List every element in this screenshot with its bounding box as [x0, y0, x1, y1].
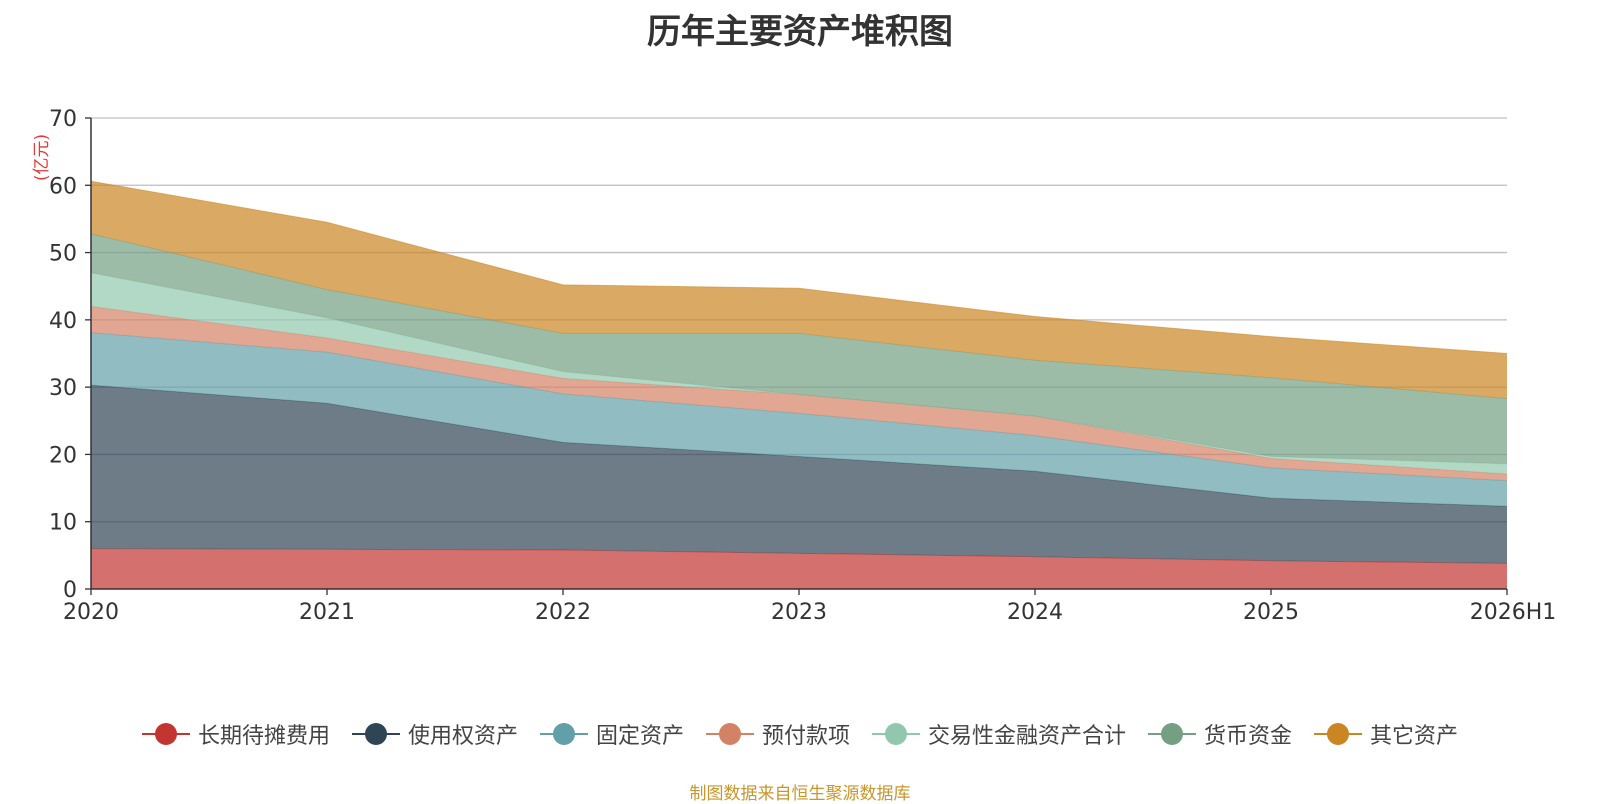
x-tick-label: 2024: [1007, 600, 1063, 625]
legend-marker-icon: [539, 722, 588, 746]
x-tick-label: 2021: [299, 600, 355, 625]
area-固定资产: [91, 332, 1507, 507]
area-其它资产: [91, 181, 1507, 399]
y-tick-label: 40: [49, 309, 77, 334]
legend-item[interactable]: 交易性金融资产合计: [872, 718, 1126, 750]
axes: 0 10 20 30 40 50 60 70 2020 2021 2022 2023 2024 2025 2…: [49, 107, 1556, 625]
legend-label: 其它资产: [1370, 724, 1459, 749]
y-tick-label: 0: [63, 578, 77, 603]
legend-label: 货币资金: [1204, 724, 1293, 749]
legend-item[interactable]: 其它资产: [1314, 718, 1458, 750]
y-tick-label: 70: [49, 107, 77, 132]
area-货币资金: [91, 233, 1507, 464]
y-tick-label: 30: [49, 376, 77, 401]
chart-title: 历年主要资产堆积图: [647, 12, 953, 52]
legend-item[interactable]: 预付款项: [705, 718, 850, 750]
y-tick-label: 10: [49, 511, 77, 536]
y-tick-label: 50: [49, 242, 77, 267]
x-tick-label: 2026H1: [1470, 600, 1557, 625]
x-tick-label: 2022: [535, 600, 591, 625]
area-series: [90, 180, 1508, 589]
legend-label: 交易性金融资产合计: [928, 724, 1127, 749]
series-line-其它资产: [90, 180, 1508, 354]
legend-item[interactable]: 固定资产: [539, 718, 684, 750]
legend-item[interactable]: 使用权资产: [351, 718, 518, 750]
legend-marker-icon: [351, 722, 400, 746]
y-tick-label: 60: [49, 174, 77, 199]
legend-marker-icon: [141, 722, 190, 746]
legend-marker-icon: [1148, 722, 1197, 746]
stacked-area-chart: 0 10 20 30 40 50 60 70 2020 2021 2022 2023 2024 2025 2…: [49, 107, 1556, 625]
legend-label: 固定资产: [595, 724, 684, 749]
legend-item[interactable]: 货币资金: [1148, 718, 1292, 750]
x-tick-label: 2020: [63, 600, 119, 625]
x-tick-label: 2023: [771, 600, 827, 625]
x-tick-label: 2025: [1243, 600, 1299, 625]
legend-label: 预付款项: [761, 724, 850, 749]
legend-marker-icon: [872, 722, 920, 746]
area-使用权资产: [91, 385, 1507, 564]
legend-marker-icon: [705, 722, 754, 746]
legend: 长期待摊费用 使用权资产 固定资产 预付款项 交易性金融资产合计 货币资金 其它资产: [0, 718, 1600, 750]
legend-label: 长期待摊费用: [197, 724, 330, 749]
y-tick-label: 20: [49, 443, 77, 468]
legend-marker-icon: [1314, 722, 1363, 746]
legend-label: 使用权资产: [407, 724, 518, 749]
legend-item[interactable]: 长期待摊费用: [141, 718, 330, 750]
data-source-note: 制图数据来自恒生聚源数据库: [689, 784, 911, 804]
